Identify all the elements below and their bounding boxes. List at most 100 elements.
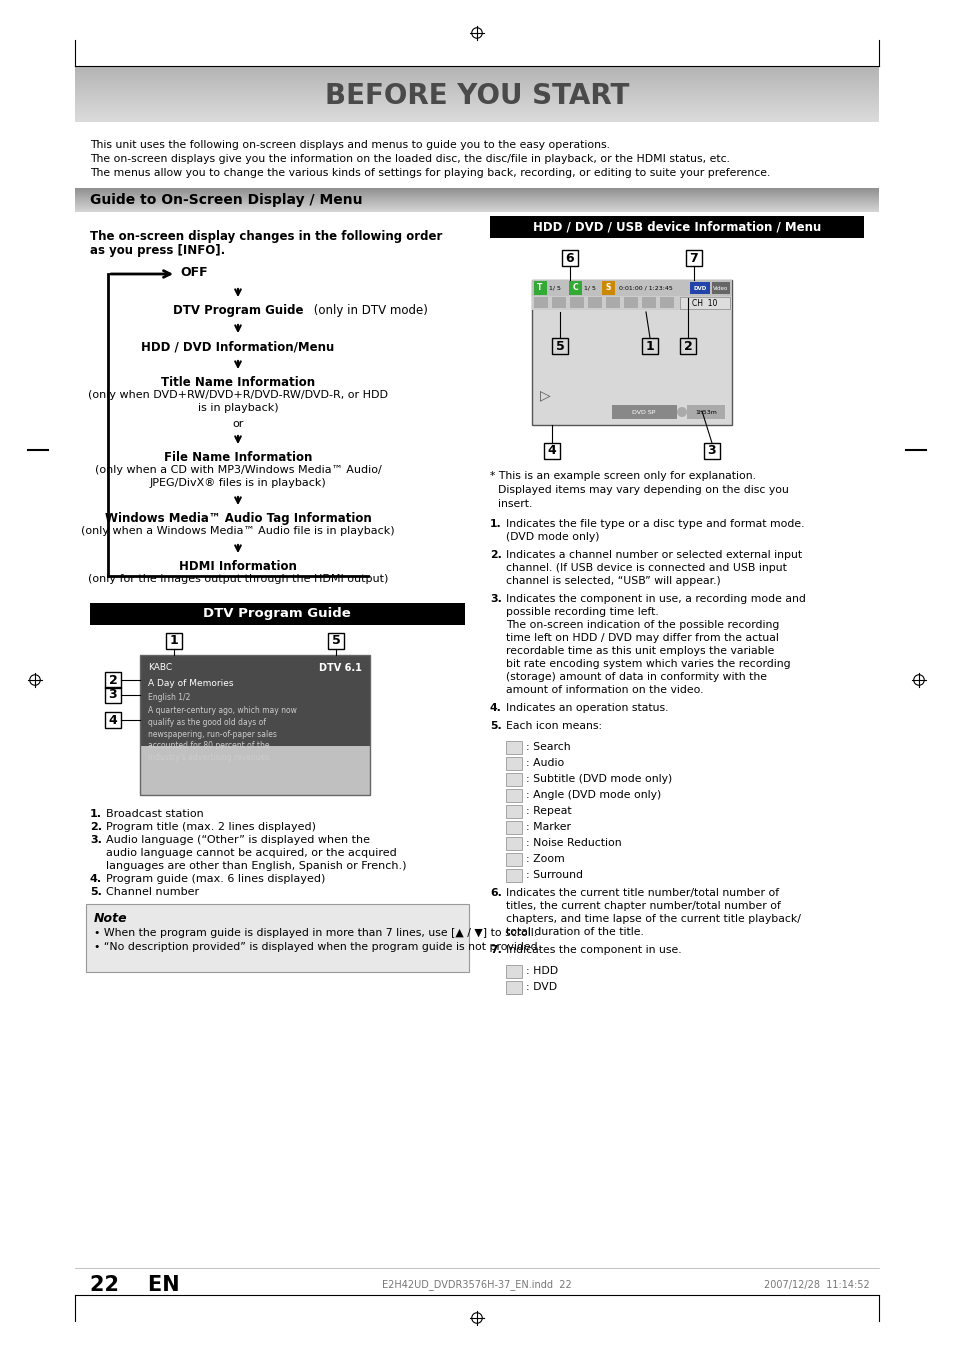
- Text: DVD SP: DVD SP: [632, 409, 655, 415]
- Text: 4: 4: [109, 713, 117, 727]
- Text: titles, the current chapter number/total number of: titles, the current chapter number/total…: [505, 901, 781, 911]
- Text: (only for the images output through the HDMI output): (only for the images output through the …: [88, 574, 388, 584]
- Text: or: or: [233, 419, 243, 430]
- Bar: [561, 250, 578, 266]
- Text: channel. (If USB device is connected and USB input: channel. (If USB device is connected and…: [505, 563, 786, 573]
- Bar: [641, 297, 656, 308]
- Text: 5.: 5.: [490, 721, 501, 731]
- Bar: [685, 250, 701, 266]
- Text: 2.: 2.: [490, 550, 501, 561]
- Text: 6: 6: [565, 251, 574, 265]
- Circle shape: [677, 407, 686, 417]
- Text: 1.: 1.: [490, 519, 501, 530]
- Text: 1.: 1.: [90, 809, 102, 819]
- Bar: [505, 852, 521, 866]
- Bar: [505, 773, 521, 786]
- Text: : Zoom: : Zoom: [525, 854, 564, 865]
- Text: 2.: 2.: [90, 821, 102, 832]
- Bar: [140, 655, 370, 746]
- Text: channel is selected, “USB” will appear.): channel is selected, “USB” will appear.): [505, 576, 720, 586]
- Bar: [605, 297, 619, 308]
- Text: English 1/2: English 1/2: [148, 693, 191, 703]
- Text: 6.: 6.: [490, 888, 501, 898]
- Text: 5: 5: [332, 635, 340, 647]
- Text: Broadcast station: Broadcast station: [106, 809, 204, 819]
- Text: 3: 3: [707, 444, 716, 458]
- Text: Indicates the component in use.: Indicates the component in use.: [505, 944, 680, 955]
- Bar: [601, 281, 615, 295]
- Bar: [612, 405, 677, 419]
- Text: ▷: ▷: [539, 388, 550, 403]
- Text: DTV Program Guide: DTV Program Guide: [203, 608, 351, 620]
- Text: T: T: [537, 284, 542, 293]
- Text: HDD / DVD / USB device Information / Menu: HDD / DVD / USB device Information / Men…: [533, 220, 821, 234]
- Text: 3.: 3.: [490, 594, 501, 604]
- Bar: [505, 838, 521, 850]
- Text: 1/ 5: 1/ 5: [583, 285, 596, 290]
- Bar: [490, 216, 863, 238]
- Text: Channel number: Channel number: [106, 888, 199, 897]
- Bar: [587, 297, 601, 308]
- Text: The menus allow you to change the various kinds of settings for playing back, re: The menus allow you to change the variou…: [90, 168, 770, 178]
- Text: 5: 5: [555, 339, 564, 353]
- Bar: [552, 338, 567, 354]
- Text: 4.: 4.: [490, 703, 501, 713]
- Bar: [641, 338, 658, 354]
- Text: JPEG/DivX® files is in playback): JPEG/DivX® files is in playback): [150, 478, 326, 488]
- Text: CH  10: CH 10: [692, 299, 717, 308]
- Text: Program guide (max. 6 lines displayed): Program guide (max. 6 lines displayed): [106, 874, 325, 884]
- Text: : Subtitle (DVD mode only): : Subtitle (DVD mode only): [525, 774, 672, 784]
- Text: Indicates the file type or a disc type and format mode.: Indicates the file type or a disc type a…: [505, 519, 803, 530]
- Text: is in playback): is in playback): [197, 403, 278, 413]
- Text: : Marker: : Marker: [525, 821, 571, 832]
- Text: Indicates the component in use, a recording mode and: Indicates the component in use, a record…: [505, 594, 805, 604]
- Text: HDD / DVD Information/Menu: HDD / DVD Information/Menu: [141, 340, 335, 353]
- Text: (DVD mode only): (DVD mode only): [505, 532, 598, 542]
- Text: 3: 3: [109, 689, 117, 701]
- Bar: [105, 688, 121, 703]
- Text: This unit uses the following on-screen displays and menus to guide you to the ea: This unit uses the following on-screen d…: [90, 141, 609, 150]
- Text: Audio language (“Other” is displayed when the: Audio language (“Other” is displayed whe…: [106, 835, 370, 844]
- Bar: [140, 746, 370, 794]
- Text: : Surround: : Surround: [525, 870, 582, 880]
- Bar: [505, 805, 521, 817]
- Bar: [505, 757, 521, 770]
- Text: 3.: 3.: [90, 835, 102, 844]
- Text: as you press [INFO].: as you press [INFO].: [90, 245, 225, 257]
- Text: • “No description provided” is displayed when the program guide is not provided.: • “No description provided” is displayed…: [94, 942, 540, 952]
- Text: 22    EN: 22 EN: [90, 1275, 179, 1296]
- Text: C: C: [572, 284, 578, 293]
- Text: : Angle (DVD mode only): : Angle (DVD mode only): [525, 790, 660, 800]
- Text: OFF: OFF: [180, 266, 208, 280]
- Text: The on-screen display changes in the following order: The on-screen display changes in the fol…: [90, 230, 442, 243]
- Text: Guide to On-Screen Display / Menu: Guide to On-Screen Display / Menu: [90, 193, 362, 207]
- Text: : DVD: : DVD: [525, 982, 557, 992]
- Text: recordable time as this unit employs the variable: recordable time as this unit employs the…: [505, 646, 774, 657]
- Bar: [711, 282, 729, 295]
- Text: languages are other than English, Spanish or French.): languages are other than English, Spanis…: [106, 861, 406, 871]
- Text: Each icon means:: Each icon means:: [505, 721, 601, 731]
- Text: KABC: KABC: [148, 663, 172, 671]
- Text: The on-screen displays give you the information on the loaded disc, the disc/fil: The on-screen displays give you the info…: [90, 154, 729, 163]
- Bar: [534, 297, 547, 308]
- Text: 2: 2: [683, 339, 692, 353]
- Text: Program title (max. 2 lines displayed): Program title (max. 2 lines displayed): [106, 821, 315, 832]
- Bar: [679, 297, 729, 309]
- Bar: [505, 965, 521, 978]
- Bar: [86, 904, 469, 971]
- Bar: [679, 338, 696, 354]
- Bar: [623, 297, 638, 308]
- Bar: [505, 740, 521, 754]
- Bar: [166, 634, 182, 648]
- Text: total duration of the title.: total duration of the title.: [505, 927, 643, 938]
- Text: Note: Note: [94, 912, 128, 925]
- Text: Windows Media™ Audio Tag Information: Windows Media™ Audio Tag Information: [105, 512, 371, 526]
- Text: 4: 4: [547, 444, 556, 458]
- Bar: [552, 297, 565, 308]
- Bar: [505, 981, 521, 994]
- Text: possible recording time left.: possible recording time left.: [505, 607, 659, 617]
- Text: 7: 7: [689, 251, 698, 265]
- Text: time left on HDD / DVD may differ from the actual: time left on HDD / DVD may differ from t…: [505, 634, 778, 643]
- Bar: [534, 281, 546, 295]
- Text: E2H42UD_DVDR3576H-37_EN.indd  22: E2H42UD_DVDR3576H-37_EN.indd 22: [382, 1279, 571, 1290]
